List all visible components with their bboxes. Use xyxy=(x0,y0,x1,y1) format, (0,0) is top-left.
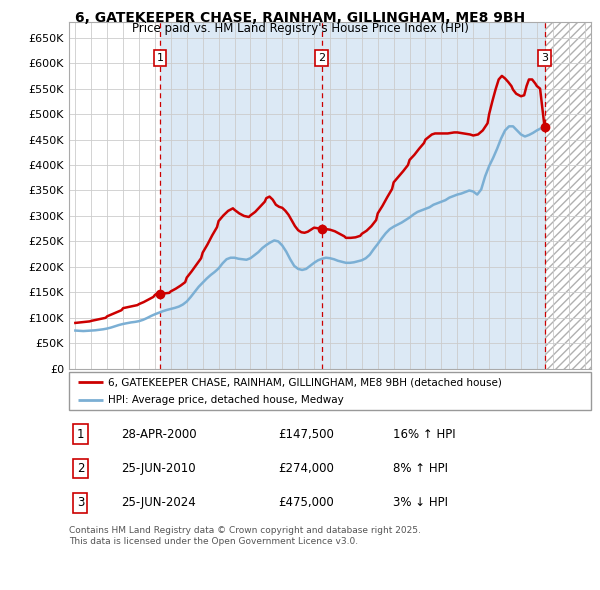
Text: 3% ↓ HPI: 3% ↓ HPI xyxy=(392,496,448,509)
Text: 28-APR-2000: 28-APR-2000 xyxy=(121,428,197,441)
Text: £274,000: £274,000 xyxy=(278,462,334,475)
Text: 8% ↑ HPI: 8% ↑ HPI xyxy=(392,462,448,475)
Text: 25-JUN-2010: 25-JUN-2010 xyxy=(121,462,196,475)
FancyBboxPatch shape xyxy=(69,372,591,410)
Text: 3: 3 xyxy=(77,496,84,509)
Text: 6, GATEKEEPER CHASE, RAINHAM, GILLINGHAM, ME8 9BH: 6, GATEKEEPER CHASE, RAINHAM, GILLINGHAM… xyxy=(75,11,525,25)
Text: Contains HM Land Registry data © Crown copyright and database right 2025.
This d: Contains HM Land Registry data © Crown c… xyxy=(69,526,421,546)
Text: 1: 1 xyxy=(77,428,84,441)
Text: 2: 2 xyxy=(77,462,84,475)
Text: 2: 2 xyxy=(318,53,325,63)
Text: 3: 3 xyxy=(541,53,548,63)
Text: 25-JUN-2024: 25-JUN-2024 xyxy=(121,496,196,509)
Text: £475,000: £475,000 xyxy=(278,496,334,509)
Text: £147,500: £147,500 xyxy=(278,428,334,441)
Bar xyxy=(160,22,545,369)
Text: HPI: Average price, detached house, Medway: HPI: Average price, detached house, Medw… xyxy=(108,395,344,405)
Text: 6, GATEKEEPER CHASE, RAINHAM, GILLINGHAM, ME8 9BH (detached house): 6, GATEKEEPER CHASE, RAINHAM, GILLINGHAM… xyxy=(108,378,502,388)
Bar xyxy=(545,22,591,369)
Text: 1: 1 xyxy=(157,53,164,63)
Text: Price paid vs. HM Land Registry's House Price Index (HPI): Price paid vs. HM Land Registry's House … xyxy=(131,22,469,35)
Text: 16% ↑ HPI: 16% ↑ HPI xyxy=(392,428,455,441)
